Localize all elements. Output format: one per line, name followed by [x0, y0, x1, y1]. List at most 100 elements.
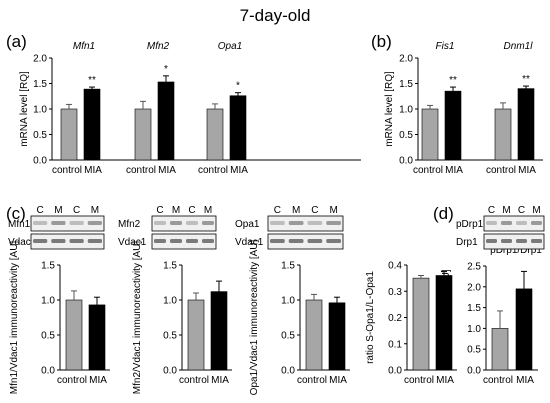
significance-marker-a-1: * [164, 64, 168, 75]
blot-band-d [501, 239, 512, 243]
bar-mia-b-1 [517, 88, 535, 161]
x-tick-label-c3: MIA [329, 375, 347, 386]
blot-band-c2 [154, 221, 166, 225]
x-tick-label-c1: MIA [89, 375, 107, 386]
blot-lane-label-c1: C [37, 205, 44, 216]
y-tick-label-c2: 1.5 [163, 261, 177, 272]
blot-band-c1 [87, 221, 102, 225]
bar-control-a-2 [206, 108, 224, 161]
blot-band-c3 [326, 221, 341, 225]
y-tick-label-c1: 0.5 [41, 331, 55, 342]
blot-lane-label-c2: M [204, 205, 212, 216]
blot-lane-label-c1: M [91, 205, 99, 216]
y-tick-label-b: 0.5 [399, 130, 413, 141]
figure-title: 7-day-old [240, 6, 311, 25]
blot-lane-label-c2: M [172, 205, 180, 216]
blot-row-label-d: Drp1 [456, 237, 478, 248]
x-tick-label-c1: control [57, 375, 87, 386]
y-tick-label-c3: 1.5 [281, 261, 295, 272]
y-tick-label-c1: 1.5 [41, 261, 55, 272]
blot-band-d [516, 221, 527, 225]
blot-strip-d [483, 215, 545, 232]
y-tick-label-d: 0.5 [467, 345, 481, 356]
bar-mia-a-2 [229, 95, 247, 161]
x-tick-label-a: MIA [84, 165, 102, 176]
x-tick-label-c3: control [297, 375, 327, 386]
x-tick-label-c2: control [179, 375, 209, 386]
blot-lane-label-c3: M [329, 205, 337, 216]
x-tick-label-b: MIA [445, 165, 463, 176]
blot-lane-label-d: C [488, 205, 495, 216]
blot-band-d [501, 221, 512, 225]
blot-lane-label-d: M [502, 205, 510, 216]
y-tick-label-a: 0.5 [33, 130, 47, 141]
gene-label-a-1: Mfn2 [147, 41, 170, 52]
x-tick-label-b: control [486, 165, 516, 176]
blot-band-c3 [307, 221, 323, 225]
bar-control-c2 [187, 299, 205, 371]
blot-band-d [516, 239, 527, 243]
blot-band-c1 [33, 239, 48, 243]
blot-band-c1 [51, 239, 66, 243]
y-tick-label-c1: 0.0 [41, 366, 55, 377]
y-tick-label-c3: 1.0 [281, 296, 295, 307]
y-tick-label-b: 1.5 [399, 79, 413, 90]
blot-row-label-d: pDrp1 [456, 219, 484, 230]
blot-band-c3 [270, 221, 285, 225]
bar-control-d [491, 328, 509, 371]
blot-lane-label-c3: C [274, 205, 281, 216]
y-tick-label-a: 1.0 [33, 105, 47, 116]
y-tick-label-c3: 0.0 [281, 366, 295, 377]
blot-lane-label-c2: C [156, 205, 163, 216]
y-tick-label-c4: 0.1 [388, 339, 402, 350]
bar-mia-a-1 [157, 81, 175, 161]
blot-band-d [486, 221, 497, 225]
bar-mia-c3 [328, 302, 346, 371]
panel-label-a: (a) [6, 32, 27, 51]
bar-mia-c1 [88, 304, 106, 371]
blot-band-c1 [33, 221, 48, 225]
chart-title-d: pDrp1/Drp1 [490, 245, 542, 256]
x-tick-label-a: MIA [230, 165, 248, 176]
blot-band-c1 [51, 221, 66, 225]
y-tick-label-a: 2.0 [33, 54, 47, 65]
blot-band-c2 [202, 221, 214, 225]
y-axis-label-b: mRNA level [RQ] [384, 71, 395, 147]
y-tick-label-d: 2.5 [467, 262, 481, 273]
blot-band-c3 [307, 239, 323, 243]
blot-strip-d [483, 233, 545, 250]
blot-band-c2 [202, 239, 214, 243]
blot-band-c1 [69, 221, 84, 225]
blot-band-c2 [170, 239, 182, 243]
x-tick-label-d: control [483, 375, 513, 386]
blot-lane-label-c3: C [311, 205, 318, 216]
bar-mia-d [515, 288, 533, 371]
significance-marker-b-0: ** [449, 75, 457, 86]
bar-control-c3 [305, 299, 323, 371]
blot-lane-label-d: M [532, 205, 540, 216]
blot-band-c1 [69, 239, 84, 243]
x-tick-label-c4: control [404, 375, 434, 386]
gene-label-b-1: Dnm1l [504, 41, 534, 52]
blot-band-c1 [87, 239, 102, 243]
y-tick-label-d: 1.0 [467, 324, 481, 335]
blot-row-label-c1: Vdac1 [8, 237, 37, 248]
blot-lane-label-c3: M [292, 205, 300, 216]
blot-band-c2 [154, 239, 166, 243]
bar-control-c1 [65, 299, 83, 371]
blot-strip-c3 [267, 233, 344, 250]
bar-mia-a-0 [83, 88, 101, 161]
y-tick-label-c4: 0.2 [388, 313, 402, 324]
x-tick-label-a: control [198, 165, 228, 176]
blot-lane-label-c1: M [54, 205, 62, 216]
y-axis-label-a: mRNA level [RQ] [19, 71, 30, 147]
blot-band-c2 [186, 239, 198, 243]
y-tick-label-b: 2.0 [399, 54, 413, 65]
bar-control-a-0 [60, 108, 78, 161]
blot-band-d [531, 239, 542, 243]
y-tick-label-a: 0.0 [33, 156, 47, 167]
bar-control-b-0 [421, 108, 439, 161]
y-axis-label-c4: ratio S-Opa1/L-Opa1 [365, 271, 376, 364]
